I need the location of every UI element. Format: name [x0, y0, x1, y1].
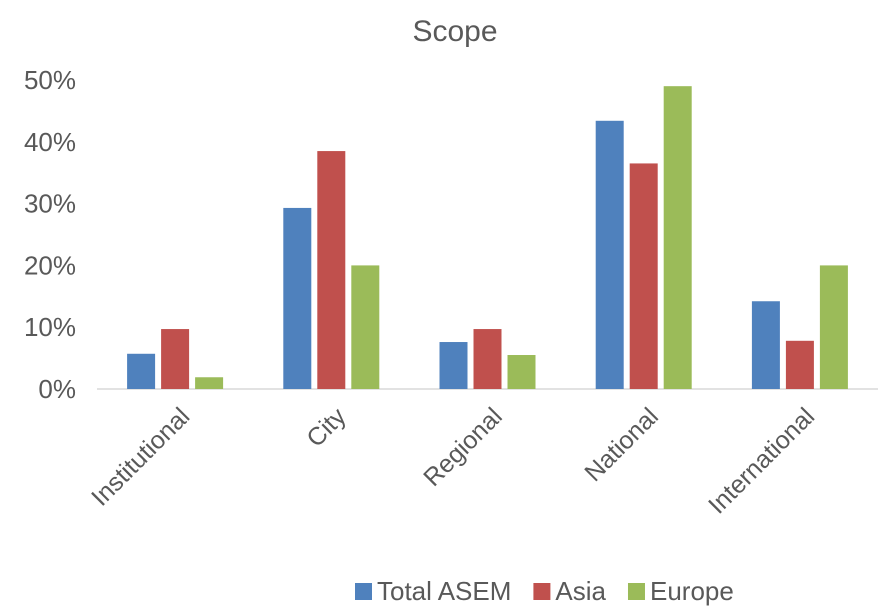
legend-label: Total ASEM: [377, 576, 511, 606]
bar-asia-international: [785, 340, 814, 389]
bar-europe-city: [351, 265, 380, 389]
bars-group: [127, 86, 848, 390]
bar-asia-national: [629, 163, 658, 389]
legend-label: Europe: [650, 576, 734, 606]
y-tick-label: 20%: [24, 250, 76, 280]
legend-label: Asia: [555, 576, 606, 606]
x-axis-categories: Institutional City Regional National Interna…: [86, 402, 820, 519]
bar-total-asem-regional: [439, 342, 468, 389]
legend-swatch: [533, 583, 551, 600]
y-axis: 0% 10% 20% 30% 40% 50%: [24, 65, 76, 404]
bar-asia-city: [317, 151, 346, 389]
chart-title: Scope: [412, 15, 497, 48]
bar-europe-national: [663, 86, 692, 390]
bar-total-asem-city: [283, 207, 312, 389]
bar-asia-regional: [473, 329, 502, 389]
bar-total-asem-international: [751, 301, 780, 389]
bar-europe-regional: [507, 355, 536, 389]
y-tick-label: 0%: [38, 374, 76, 404]
bar-total-asem-institutional: [127, 353, 156, 389]
bar-asia-institutional: [161, 329, 190, 389]
y-tick-label: 30%: [24, 189, 76, 219]
y-tick-label: 10%: [24, 312, 76, 342]
bar-europe-institutional: [195, 377, 224, 389]
x-category-label: Regional: [418, 402, 508, 492]
x-category-label: City: [301, 402, 352, 453]
x-category-label: National: [579, 402, 664, 487]
bar-total-asem-national: [595, 120, 624, 390]
legend: Total ASEM Asia Europe: [355, 576, 734, 606]
y-tick-label: 40%: [24, 127, 76, 157]
y-tick-label: 50%: [24, 65, 76, 95]
legend-swatch: [355, 583, 372, 600]
legend-swatch: [627, 583, 645, 600]
bar-europe-international: [819, 265, 848, 389]
x-category-label: International: [703, 402, 820, 519]
x-category-label: Institutional: [86, 402, 195, 511]
